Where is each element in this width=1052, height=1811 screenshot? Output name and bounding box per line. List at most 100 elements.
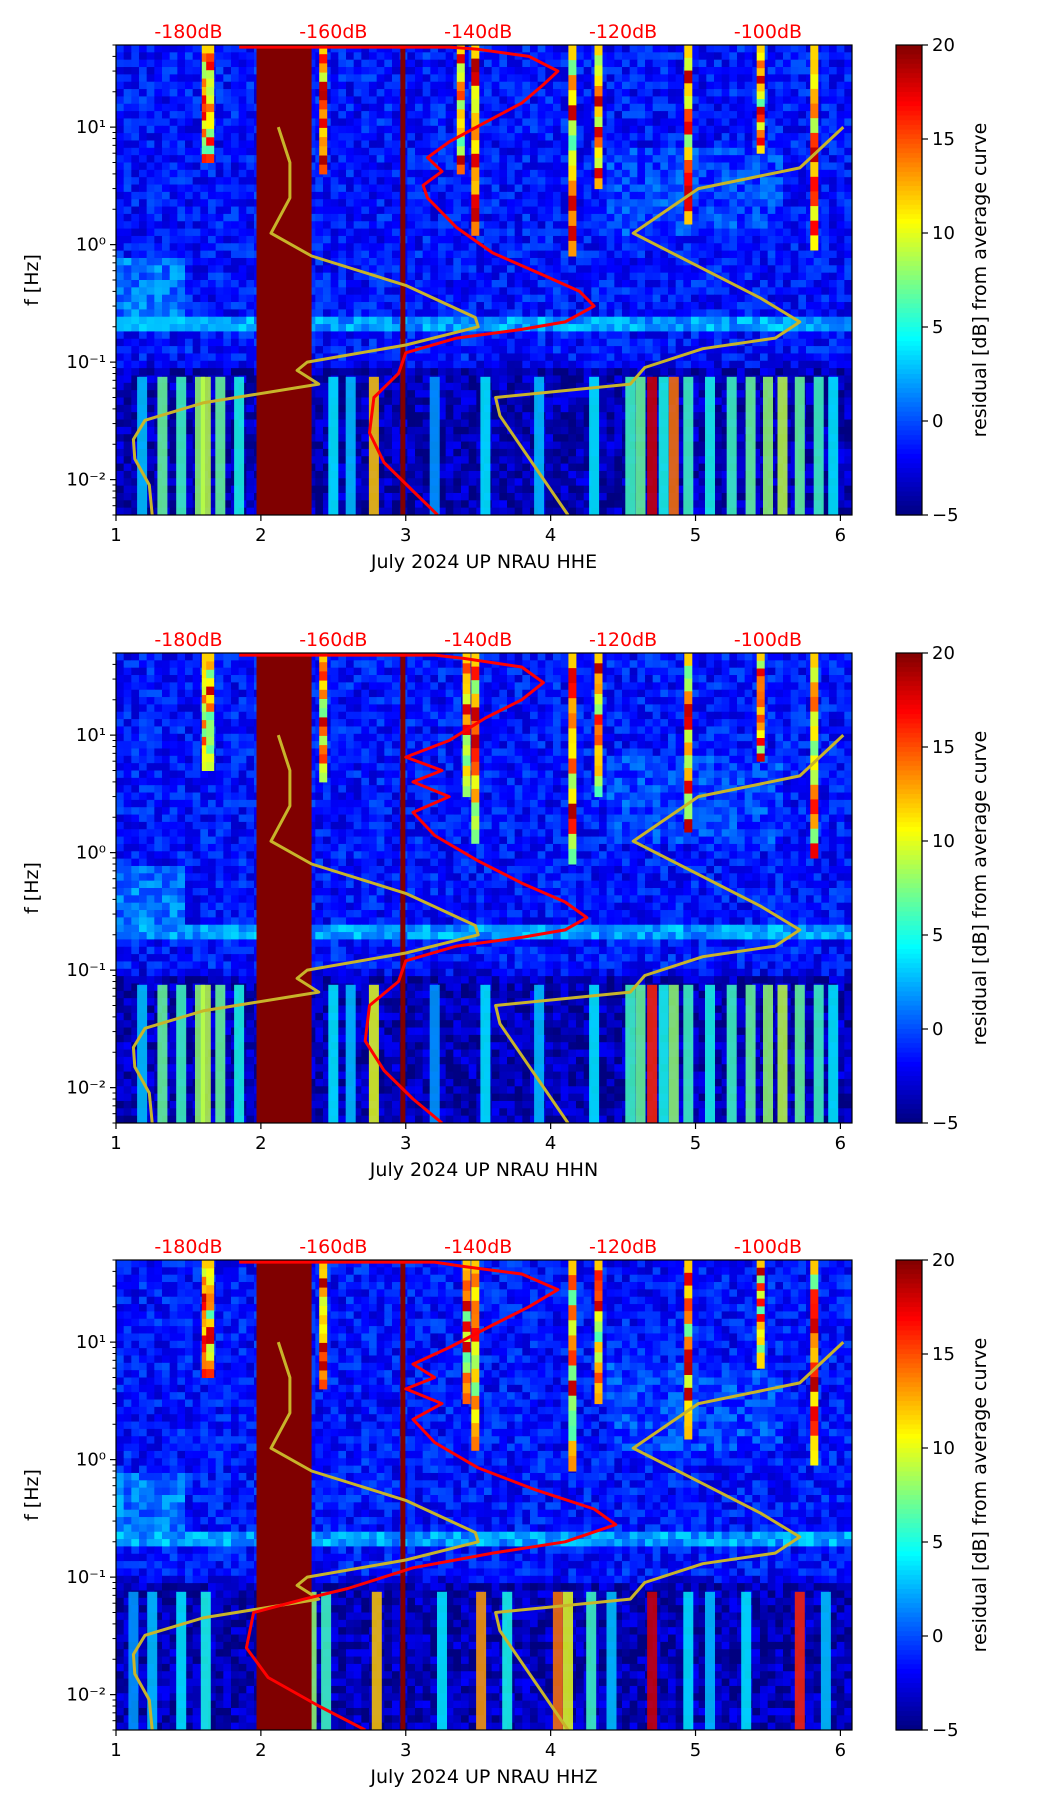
heatmap-cell bbox=[154, 250, 163, 259]
heatmap-cell bbox=[576, 140, 585, 149]
heatmap-cell bbox=[215, 81, 224, 90]
heatmap-cell bbox=[767, 243, 776, 252]
heatmap-cell bbox=[836, 346, 845, 355]
heatmap-cell bbox=[208, 309, 217, 318]
heatmap-cell bbox=[767, 235, 776, 244]
heatmap-cell bbox=[652, 89, 661, 97]
heatmap-cell bbox=[729, 191, 738, 200]
heatmap-cell bbox=[652, 324, 661, 332]
heatmap-cell bbox=[445, 287, 454, 296]
heatmap-cell bbox=[192, 331, 201, 340]
heatmap-cell bbox=[238, 368, 247, 377]
heatmap-cell bbox=[568, 353, 577, 362]
heatmap-cell bbox=[338, 287, 347, 296]
heatmap-cell bbox=[514, 272, 523, 281]
heatmap-cell bbox=[476, 118, 485, 127]
heatmap-cell bbox=[737, 155, 746, 164]
heatmap-cell bbox=[691, 390, 700, 399]
heatmap-cell bbox=[844, 133, 852, 142]
heatmap-cell bbox=[376, 382, 385, 391]
heatmap-cell bbox=[706, 324, 715, 332]
heatmap-cell bbox=[139, 155, 148, 164]
heatmap-cell bbox=[614, 309, 623, 318]
heatmap-cell bbox=[614, 412, 623, 421]
heatmap-cell bbox=[445, 412, 454, 421]
heatmap-cell bbox=[369, 294, 378, 303]
heatmap-cell bbox=[599, 287, 608, 296]
heatmap-cell bbox=[131, 45, 140, 53]
heatmap-cell bbox=[323, 412, 332, 421]
heatmap-cell bbox=[683, 309, 692, 318]
heatmap-cell bbox=[652, 235, 661, 244]
heatmap-cell bbox=[445, 155, 454, 164]
heatmap-cell bbox=[622, 360, 631, 369]
heatmap-cell bbox=[737, 302, 746, 310]
heatmap-cell bbox=[737, 206, 746, 215]
heatmap-cell bbox=[522, 67, 531, 75]
heatmap-cell bbox=[652, 280, 661, 288]
heatmap-cell bbox=[806, 346, 815, 355]
heatmap-cell bbox=[185, 316, 194, 325]
heatmap-cell bbox=[790, 133, 799, 142]
heatmap-cell bbox=[123, 147, 132, 156]
heatmap-cell bbox=[821, 250, 830, 259]
heatmap-cell bbox=[767, 324, 776, 332]
heatmap-cell bbox=[721, 324, 730, 332]
heatmap-cell bbox=[430, 96, 439, 105]
heatmap-cell bbox=[507, 191, 516, 200]
heatmap-cell bbox=[783, 140, 792, 149]
heatmap-cell bbox=[660, 81, 669, 90]
heatmap-cell bbox=[223, 309, 232, 318]
heatmap-cell bbox=[430, 45, 439, 53]
heatmap-cell bbox=[821, 96, 830, 105]
heatmap-cell bbox=[246, 162, 255, 171]
heatmap-cell bbox=[591, 257, 600, 266]
heatmap-cell bbox=[231, 96, 240, 105]
heatmap-cell bbox=[369, 81, 378, 90]
heatmap-cell bbox=[798, 272, 807, 281]
heatmap-cell bbox=[177, 125, 186, 134]
heatmap-cell bbox=[545, 309, 554, 318]
heatmap-cell bbox=[821, 353, 830, 362]
heatmap-cell bbox=[813, 368, 822, 377]
heatmap-cell bbox=[507, 324, 516, 332]
heatmap-cell bbox=[836, 280, 845, 288]
heatmap-cell bbox=[652, 125, 661, 134]
heatmap-cell bbox=[376, 96, 385, 105]
heatmap-cell bbox=[484, 162, 493, 171]
heatmap-cell bbox=[139, 368, 148, 377]
heatmap-cell bbox=[813, 346, 822, 355]
heatmap-cell bbox=[131, 206, 140, 215]
heatmap-cell bbox=[246, 133, 255, 142]
heatmap-cell bbox=[691, 111, 700, 120]
heatmap-cell bbox=[790, 184, 799, 193]
heatmap-cell bbox=[583, 316, 592, 325]
heatmap-cell bbox=[645, 169, 654, 178]
heatmap-cell bbox=[185, 360, 194, 369]
heatmap-cell bbox=[499, 169, 508, 178]
heatmap-cell bbox=[507, 316, 516, 325]
heatmap-cell bbox=[729, 228, 738, 237]
heatmap-cell bbox=[606, 199, 615, 208]
heatmap-cell bbox=[376, 177, 385, 186]
heatmap-cell bbox=[583, 272, 592, 281]
heatmap-cell bbox=[177, 338, 186, 347]
heatmap-cell bbox=[530, 346, 539, 355]
heatmap-cell bbox=[353, 419, 362, 428]
heatmap-cell bbox=[744, 243, 753, 252]
heatmap-cell bbox=[131, 103, 140, 112]
heatmap-cell bbox=[223, 272, 232, 281]
heatmap-cell bbox=[591, 235, 600, 244]
heatmap-cell bbox=[844, 265, 852, 274]
heatmap-cell bbox=[422, 257, 431, 266]
heatmap-cell bbox=[691, 287, 700, 296]
heatmap-cell bbox=[415, 140, 424, 149]
heatmap-cell bbox=[139, 59, 148, 68]
heatmap-cell bbox=[338, 67, 347, 75]
heatmap-cell bbox=[783, 294, 792, 303]
heatmap-cell bbox=[576, 353, 585, 362]
heatmap-area bbox=[116, 45, 852, 515]
heatmap-cell bbox=[629, 162, 638, 171]
heatmap-cell bbox=[123, 45, 132, 53]
heatmap-cell bbox=[392, 52, 401, 61]
